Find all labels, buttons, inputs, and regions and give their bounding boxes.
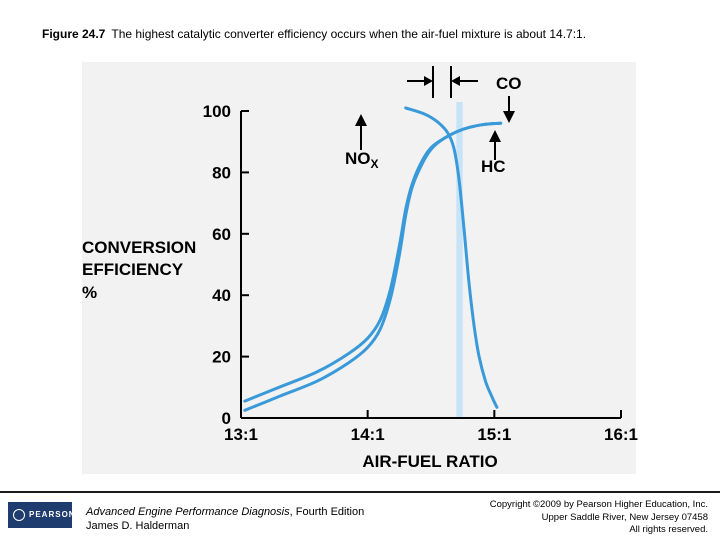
copyright-line-1: Copyright ©2009 by Pearson Higher Educat…	[489, 499, 708, 510]
efficiency-chart: 0 20 40 60 80 100 13:1 14:1 15:1 16:1 CONVERSION…	[82, 66, 638, 471]
pearson-logo-text: PEARSON	[29, 510, 76, 519]
optimal-ratio-band	[456, 102, 463, 418]
series-co-curve	[243, 121, 503, 412]
book-edition: , Fourth Edition	[289, 506, 365, 518]
pearson-logo-icon	[13, 509, 25, 521]
x-tick-label-14: 14:1	[351, 425, 385, 444]
pearson-logo: PEARSON	[8, 502, 75, 528]
hc-label: HC	[481, 157, 506, 176]
book-citation: Advanced Engine Performance Diagnosis, F…	[86, 505, 364, 533]
co-arrowhead-icon	[503, 111, 515, 123]
band-marker-left-arrowhead-icon	[424, 76, 433, 86]
band-width-marker	[407, 66, 478, 98]
y-axis-label-line-2: EFFICIENCY	[82, 260, 184, 279]
figure-label: Figure 24.7	[42, 27, 106, 41]
nox-label: NOX	[345, 149, 379, 171]
series-nox-curve	[404, 106, 499, 409]
copyright-line-3: All rights reserved.	[629, 524, 708, 535]
y-tick-label-60: 60	[212, 225, 231, 244]
co-label: CO	[496, 74, 522, 93]
y-axis-label-line-3: %	[82, 283, 97, 302]
figure-caption: Figure 24.7 The highest catalytic convert…	[42, 27, 586, 41]
hc-arrowhead-icon	[489, 130, 501, 142]
y-axis-label-line-1: CONVERSION	[82, 238, 196, 257]
series-curves	[243, 106, 503, 412]
chart-axes	[240, 111, 621, 419]
nox-annotation: NOX	[345, 114, 379, 171]
footer-divider	[0, 491, 720, 493]
book-title: Advanced Engine Performance Diagnosis	[86, 506, 290, 518]
copyright-notice: Copyright ©2009 by Pearson Higher Educat…	[490, 499, 708, 537]
x-ticks: 13:1 14:1 15:1 16:1	[224, 410, 638, 444]
x-tick-label-15: 15:1	[477, 425, 511, 444]
x-tick-label-16: 16:1	[604, 425, 638, 444]
y-tick-label-40: 40	[212, 286, 231, 305]
copyright-line-2: Upper Saddle River, New Jersey 07458	[541, 511, 708, 523]
chart-panel	[82, 62, 636, 474]
band-marker-right-arrowhead-icon	[451, 76, 460, 86]
y-tick-label-0: 0	[222, 409, 231, 428]
y-tick-label-20: 20	[212, 348, 231, 367]
figure-caption-text: The highest catalytic converter efficien…	[111, 27, 587, 41]
y-ticks: 0 20 40 60 80 100	[203, 102, 249, 428]
y-tick-label-80: 80	[212, 163, 231, 182]
book-author: James D. Halderman	[86, 520, 190, 532]
x-tick-label-13: 13:1	[224, 425, 258, 444]
y-tick-label-100: 100	[203, 102, 231, 121]
x-axis-label: AIR-FUEL RATIO	[362, 452, 497, 471]
nox-arrowhead-icon	[355, 114, 367, 126]
hc-annotation: HC	[481, 130, 506, 176]
co-annotation: CO	[496, 74, 522, 123]
